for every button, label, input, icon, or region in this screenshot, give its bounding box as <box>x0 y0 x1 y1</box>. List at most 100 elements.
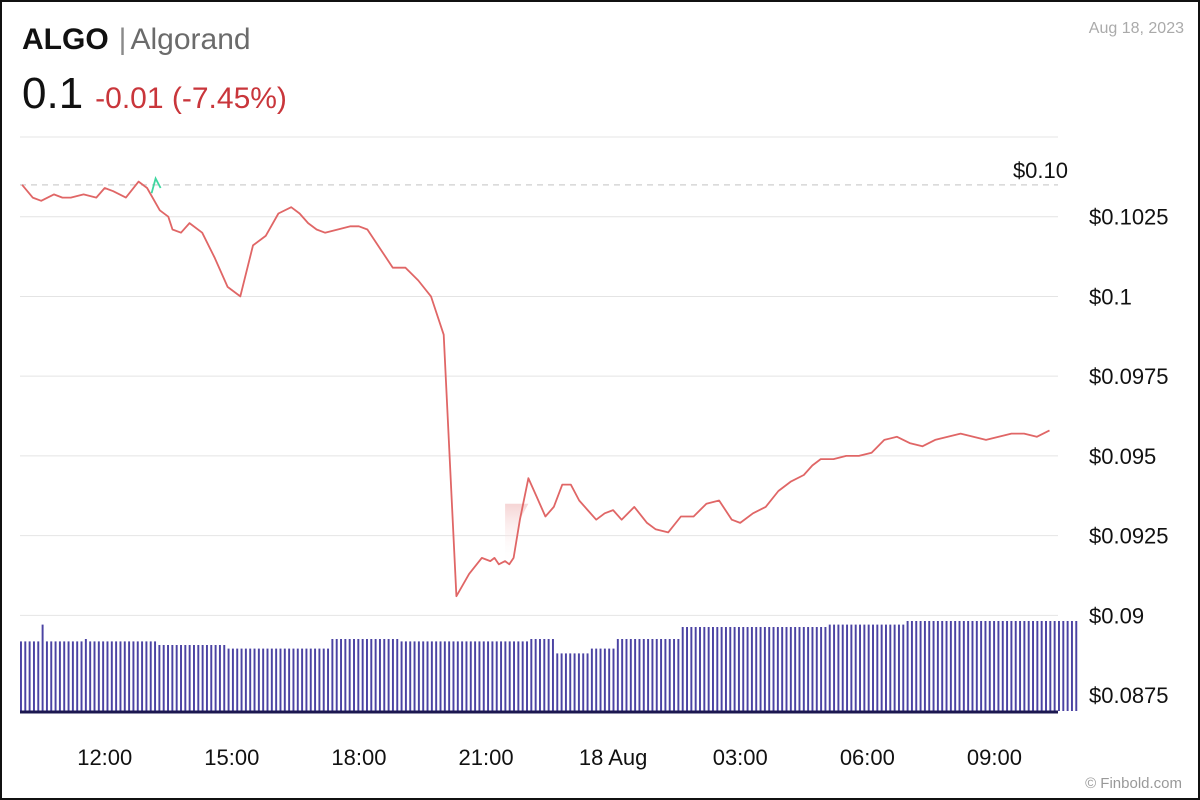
volume-bar <box>820 627 823 711</box>
volume-bar <box>651 639 654 711</box>
y-tick-label: $0.0925 <box>1089 524 1169 549</box>
volume-bar <box>915 621 918 711</box>
volume-bar <box>348 639 351 711</box>
volume-bar <box>236 648 239 711</box>
volume-bar <box>188 645 191 711</box>
volume-bar <box>789 627 792 711</box>
volume-bar <box>318 648 321 711</box>
volume-bar <box>681 627 684 711</box>
volume-bar <box>608 648 611 711</box>
volume-bar <box>686 627 688 711</box>
reference-line-label: $0.10 <box>1013 158 1068 183</box>
volume-bar <box>149 641 152 711</box>
volume-bar <box>534 639 537 711</box>
volume-bar <box>504 641 507 711</box>
volume-bar <box>569 653 572 711</box>
volume-bar <box>564 653 567 711</box>
volume-bar <box>430 641 433 711</box>
volume-bar <box>776 627 779 711</box>
volume-bar <box>625 639 628 711</box>
volume-bar <box>378 639 381 711</box>
volume-bar <box>474 641 477 711</box>
volume-bar <box>724 627 727 711</box>
volume-bar <box>876 624 879 711</box>
volume-bar <box>807 627 810 711</box>
y-tick-label: $0.0975 <box>1089 364 1169 389</box>
chart-date: Aug 18, 2023 <box>1088 20 1184 37</box>
volume-bar <box>508 641 511 711</box>
volume-bar <box>897 624 900 711</box>
volume-bar <box>647 639 650 711</box>
y-tick-label: $0.09 <box>1089 603 1144 628</box>
volume-bar <box>859 624 861 711</box>
volume-bar <box>573 653 576 711</box>
volume-bar <box>980 621 983 711</box>
volume-bar <box>919 621 922 711</box>
volume-bar <box>833 624 836 711</box>
volume-bar <box>123 641 126 711</box>
volume-bar <box>526 641 528 711</box>
volume-bar <box>712 627 714 711</box>
volume-bar <box>279 648 282 711</box>
volume-bar <box>270 648 273 711</box>
volume-bar <box>205 645 208 711</box>
volume-bar <box>357 639 360 711</box>
volume-bar <box>443 641 446 711</box>
volume-bar <box>283 648 286 711</box>
volume-bar <box>586 653 589 711</box>
volume-bar <box>288 648 291 711</box>
volume-bar <box>720 627 723 711</box>
volume-bar <box>374 639 377 711</box>
volume-bar <box>1058 621 1060 711</box>
volume-bar <box>673 639 676 711</box>
volume-bar <box>28 641 31 711</box>
volume-bar <box>1019 621 1022 711</box>
volume-bar <box>772 627 775 711</box>
volume-bar <box>469 641 472 711</box>
y-tick-label: $0.1 <box>1089 284 1132 309</box>
y-tick-label: $0.0875 <box>1089 683 1169 708</box>
volume-bar <box>928 621 931 711</box>
volume-bar <box>32 641 35 711</box>
volume-bar <box>971 621 974 711</box>
volume-bar <box>231 648 234 711</box>
volume-bar <box>910 621 913 711</box>
volume-bar <box>517 641 520 711</box>
volume-bar <box>824 627 827 711</box>
volume-bar <box>115 641 118 711</box>
volume-bar <box>846 624 849 711</box>
volume-bar <box>366 639 368 711</box>
volume-bar <box>331 639 334 711</box>
volume-bar <box>20 641 22 711</box>
volume-bar <box>58 641 61 711</box>
volume-bar <box>543 639 546 711</box>
volume-bar <box>828 624 831 711</box>
x-tick-label: 09:00 <box>967 745 1022 770</box>
volume-bar <box>984 621 987 711</box>
volume-bar <box>136 641 139 711</box>
volume-bar <box>210 645 213 711</box>
volume-bar <box>93 641 96 711</box>
volume-bar <box>962 621 965 711</box>
asset-header: ALGO | Algorand <box>22 20 251 60</box>
volume-bar <box>383 639 386 711</box>
price-summary: 0.1 -0.01 (-7.45%) <box>22 66 287 132</box>
volume-bar <box>642 639 645 711</box>
volume-bar <box>716 627 719 711</box>
volume-bar <box>668 639 671 711</box>
volume-bar <box>175 645 178 711</box>
volume-bar <box>495 641 498 711</box>
price-line-up-segment <box>150 176 162 194</box>
volume-bar <box>638 639 641 711</box>
volume-bar <box>1032 621 1034 711</box>
source-credit: © Finbold.com <box>1085 775 1182 792</box>
volume-bar <box>889 624 892 711</box>
volume-bar <box>763 627 766 711</box>
volume-bar <box>335 639 338 711</box>
volume-bar <box>1053 621 1056 711</box>
volume-bar <box>690 627 693 711</box>
volume-bar <box>1023 621 1026 711</box>
volume-bar <box>102 641 105 711</box>
